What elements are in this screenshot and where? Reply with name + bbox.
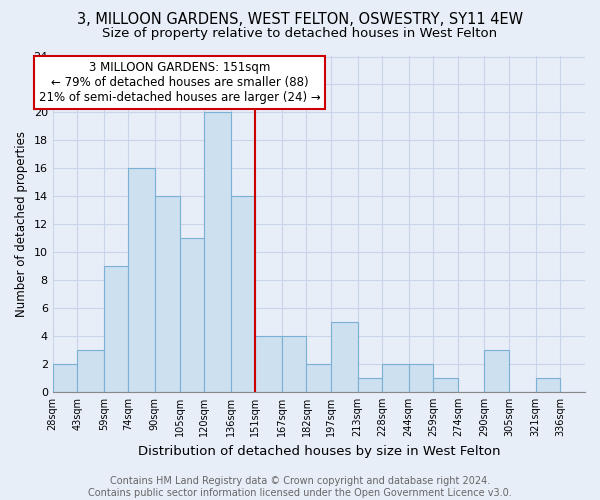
Text: Contains HM Land Registry data © Crown copyright and database right 2024.
Contai: Contains HM Land Registry data © Crown c… xyxy=(88,476,512,498)
Bar xyxy=(358,378,382,392)
Bar xyxy=(484,350,509,392)
Bar xyxy=(77,350,104,392)
Bar xyxy=(282,336,307,392)
Text: Size of property relative to detached houses in West Felton: Size of property relative to detached ho… xyxy=(103,28,497,40)
Bar xyxy=(307,364,331,392)
Bar xyxy=(433,378,458,392)
Bar xyxy=(331,322,358,392)
Text: 3, MILLOON GARDENS, WEST FELTON, OSWESTRY, SY11 4EW: 3, MILLOON GARDENS, WEST FELTON, OSWESTR… xyxy=(77,12,523,28)
Bar xyxy=(230,196,256,392)
Bar xyxy=(53,364,77,392)
Text: 3 MILLOON GARDENS: 151sqm
← 79% of detached houses are smaller (88)
21% of semi-: 3 MILLOON GARDENS: 151sqm ← 79% of detac… xyxy=(38,61,320,104)
Bar xyxy=(104,266,128,392)
X-axis label: Distribution of detached houses by size in West Felton: Distribution of detached houses by size … xyxy=(137,444,500,458)
Bar xyxy=(204,112,230,392)
Bar xyxy=(179,238,204,392)
Bar xyxy=(409,364,433,392)
Y-axis label: Number of detached properties: Number of detached properties xyxy=(15,131,28,317)
Bar xyxy=(155,196,179,392)
Bar xyxy=(536,378,560,392)
Bar xyxy=(382,364,409,392)
Bar xyxy=(128,168,155,392)
Bar xyxy=(256,336,282,392)
